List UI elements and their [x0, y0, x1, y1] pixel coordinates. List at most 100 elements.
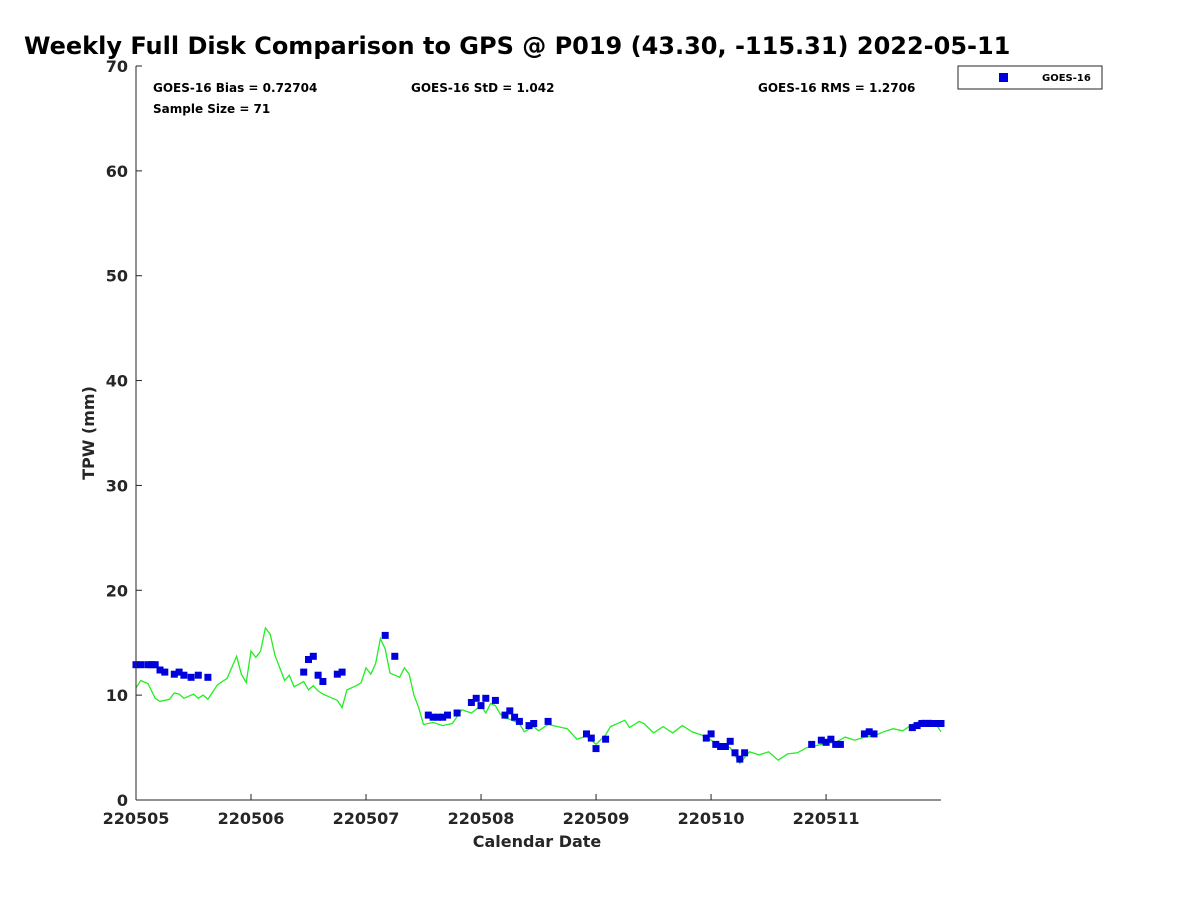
goes-16-point	[391, 652, 399, 660]
goes-16-point	[817, 736, 825, 744]
goes-16-point	[712, 740, 720, 748]
goes-16-point	[309, 652, 317, 660]
goes-16-point	[429, 713, 437, 721]
x-tick-label: 220505	[103, 809, 170, 828]
goes-16-point	[314, 671, 322, 679]
x-tick-label: 220508	[448, 809, 515, 828]
goes-16-point	[908, 724, 916, 732]
y-tick-label: 20	[106, 581, 128, 600]
goes-16-point	[491, 696, 499, 704]
sample-size-stat: Sample Size = 71	[153, 102, 270, 116]
gps-series-layer	[135, 626, 942, 765]
goes-16-point	[592, 745, 600, 753]
x-tick-label: 220511	[793, 809, 860, 828]
goes-16-point	[870, 730, 878, 738]
goes-16-point	[137, 661, 145, 669]
goes-16-point	[439, 713, 447, 721]
goes-16-point	[731, 749, 739, 757]
goes-16-point	[583, 730, 590, 738]
x-tick-label: 220509	[563, 809, 630, 828]
goes-16-point	[515, 717, 523, 725]
goes-16-point	[501, 711, 509, 719]
goes-16-point	[434, 713, 442, 721]
goes-16-point	[602, 735, 610, 743]
goes-16-point	[525, 722, 533, 730]
gps-series-line	[135, 626, 942, 765]
x-tick-label: 220506	[218, 809, 285, 828]
goes-16-point	[530, 720, 538, 727]
goes-16-point	[453, 709, 461, 717]
goes-16-point	[381, 631, 389, 639]
chart-title: Weekly Full Disk Comparison to GPS @ P01…	[24, 32, 1010, 60]
goes-16-point	[822, 738, 830, 746]
goes-16-point	[148, 661, 156, 669]
goes-16-point	[424, 711, 432, 719]
goes-16-point	[702, 734, 710, 742]
goes-16-point	[482, 694, 490, 702]
goes-16-point	[156, 666, 164, 674]
goes-16-point	[472, 694, 480, 702]
y-tick-label: 50	[106, 267, 128, 286]
std-stat: GOES-16 StD = 1.042	[411, 81, 554, 95]
goes-series-layer	[132, 631, 945, 763]
goes-16-point	[194, 671, 202, 679]
y-tick-label: 60	[106, 162, 128, 181]
y-tick-label: 40	[106, 372, 128, 391]
goes-16-point	[587, 734, 595, 742]
goes-16-point	[175, 668, 183, 676]
goes-16-point	[544, 717, 552, 725]
goes-16-point	[808, 740, 816, 748]
goes-16-point	[467, 699, 475, 706]
goes-16-point	[338, 668, 346, 676]
goes-16-point	[923, 720, 931, 727]
goes-16-point	[832, 740, 840, 748]
legend: GOES-16	[957, 65, 1103, 90]
goes-16-point	[187, 673, 195, 681]
goes-16-point	[319, 678, 327, 685]
goes-16-point	[180, 671, 188, 679]
goes-16-point	[444, 711, 451, 719]
goes-16-point	[928, 720, 935, 727]
y-tick-label: 0	[117, 791, 128, 810]
goes-16-point	[865, 728, 873, 736]
goes-16-point	[170, 670, 178, 678]
goes-16-point	[918, 720, 926, 727]
goes-16-point	[827, 735, 835, 743]
legend-goes-label: GOES-16	[1042, 73, 1091, 84]
goes-16-point	[151, 661, 159, 669]
goes-16-point	[913, 722, 921, 730]
goes-16-point	[726, 737, 734, 745]
legend-goes-marker	[999, 73, 1008, 82]
goes-16-point	[300, 668, 308, 676]
x-tick-label: 220510	[678, 809, 745, 828]
goes-16-point	[707, 730, 715, 738]
goes-16-point	[836, 740, 844, 748]
bias-stat: GOES-16 Bias = 0.72704	[153, 81, 317, 95]
goes-16-point	[511, 713, 519, 721]
goes-16-point	[721, 743, 729, 750]
y-tick-label: 70	[106, 57, 128, 76]
plot-area	[132, 626, 945, 765]
x-axis-ticks: 220505 220506 220507 220508 220509 220510 2205…	[103, 794, 860, 828]
goes-16-point	[204, 673, 212, 681]
goes-16-point	[333, 670, 341, 678]
goes-16-point	[305, 656, 312, 663]
y-axis-ticks: 0 10 20 30 40 50 60 70	[106, 57, 142, 810]
goes-16-point	[161, 668, 169, 676]
goes-16-point	[741, 749, 749, 757]
goes-16-point	[860, 730, 868, 738]
goes-16-point	[937, 720, 945, 727]
y-tick-label: 10	[106, 686, 128, 705]
goes-16-point	[717, 743, 725, 750]
goes-16-point	[506, 707, 514, 715]
goes-16-point	[736, 755, 744, 763]
x-tick-label: 220507	[333, 809, 400, 828]
legend-box	[957, 65, 1103, 90]
goes-16-point	[477, 702, 485, 710]
x-axis-label: Calendar Date	[473, 832, 602, 851]
y-tick-label: 30	[106, 476, 128, 495]
goes-16-point	[144, 661, 152, 669]
y-axis-label: TPW (mm)	[79, 386, 98, 480]
